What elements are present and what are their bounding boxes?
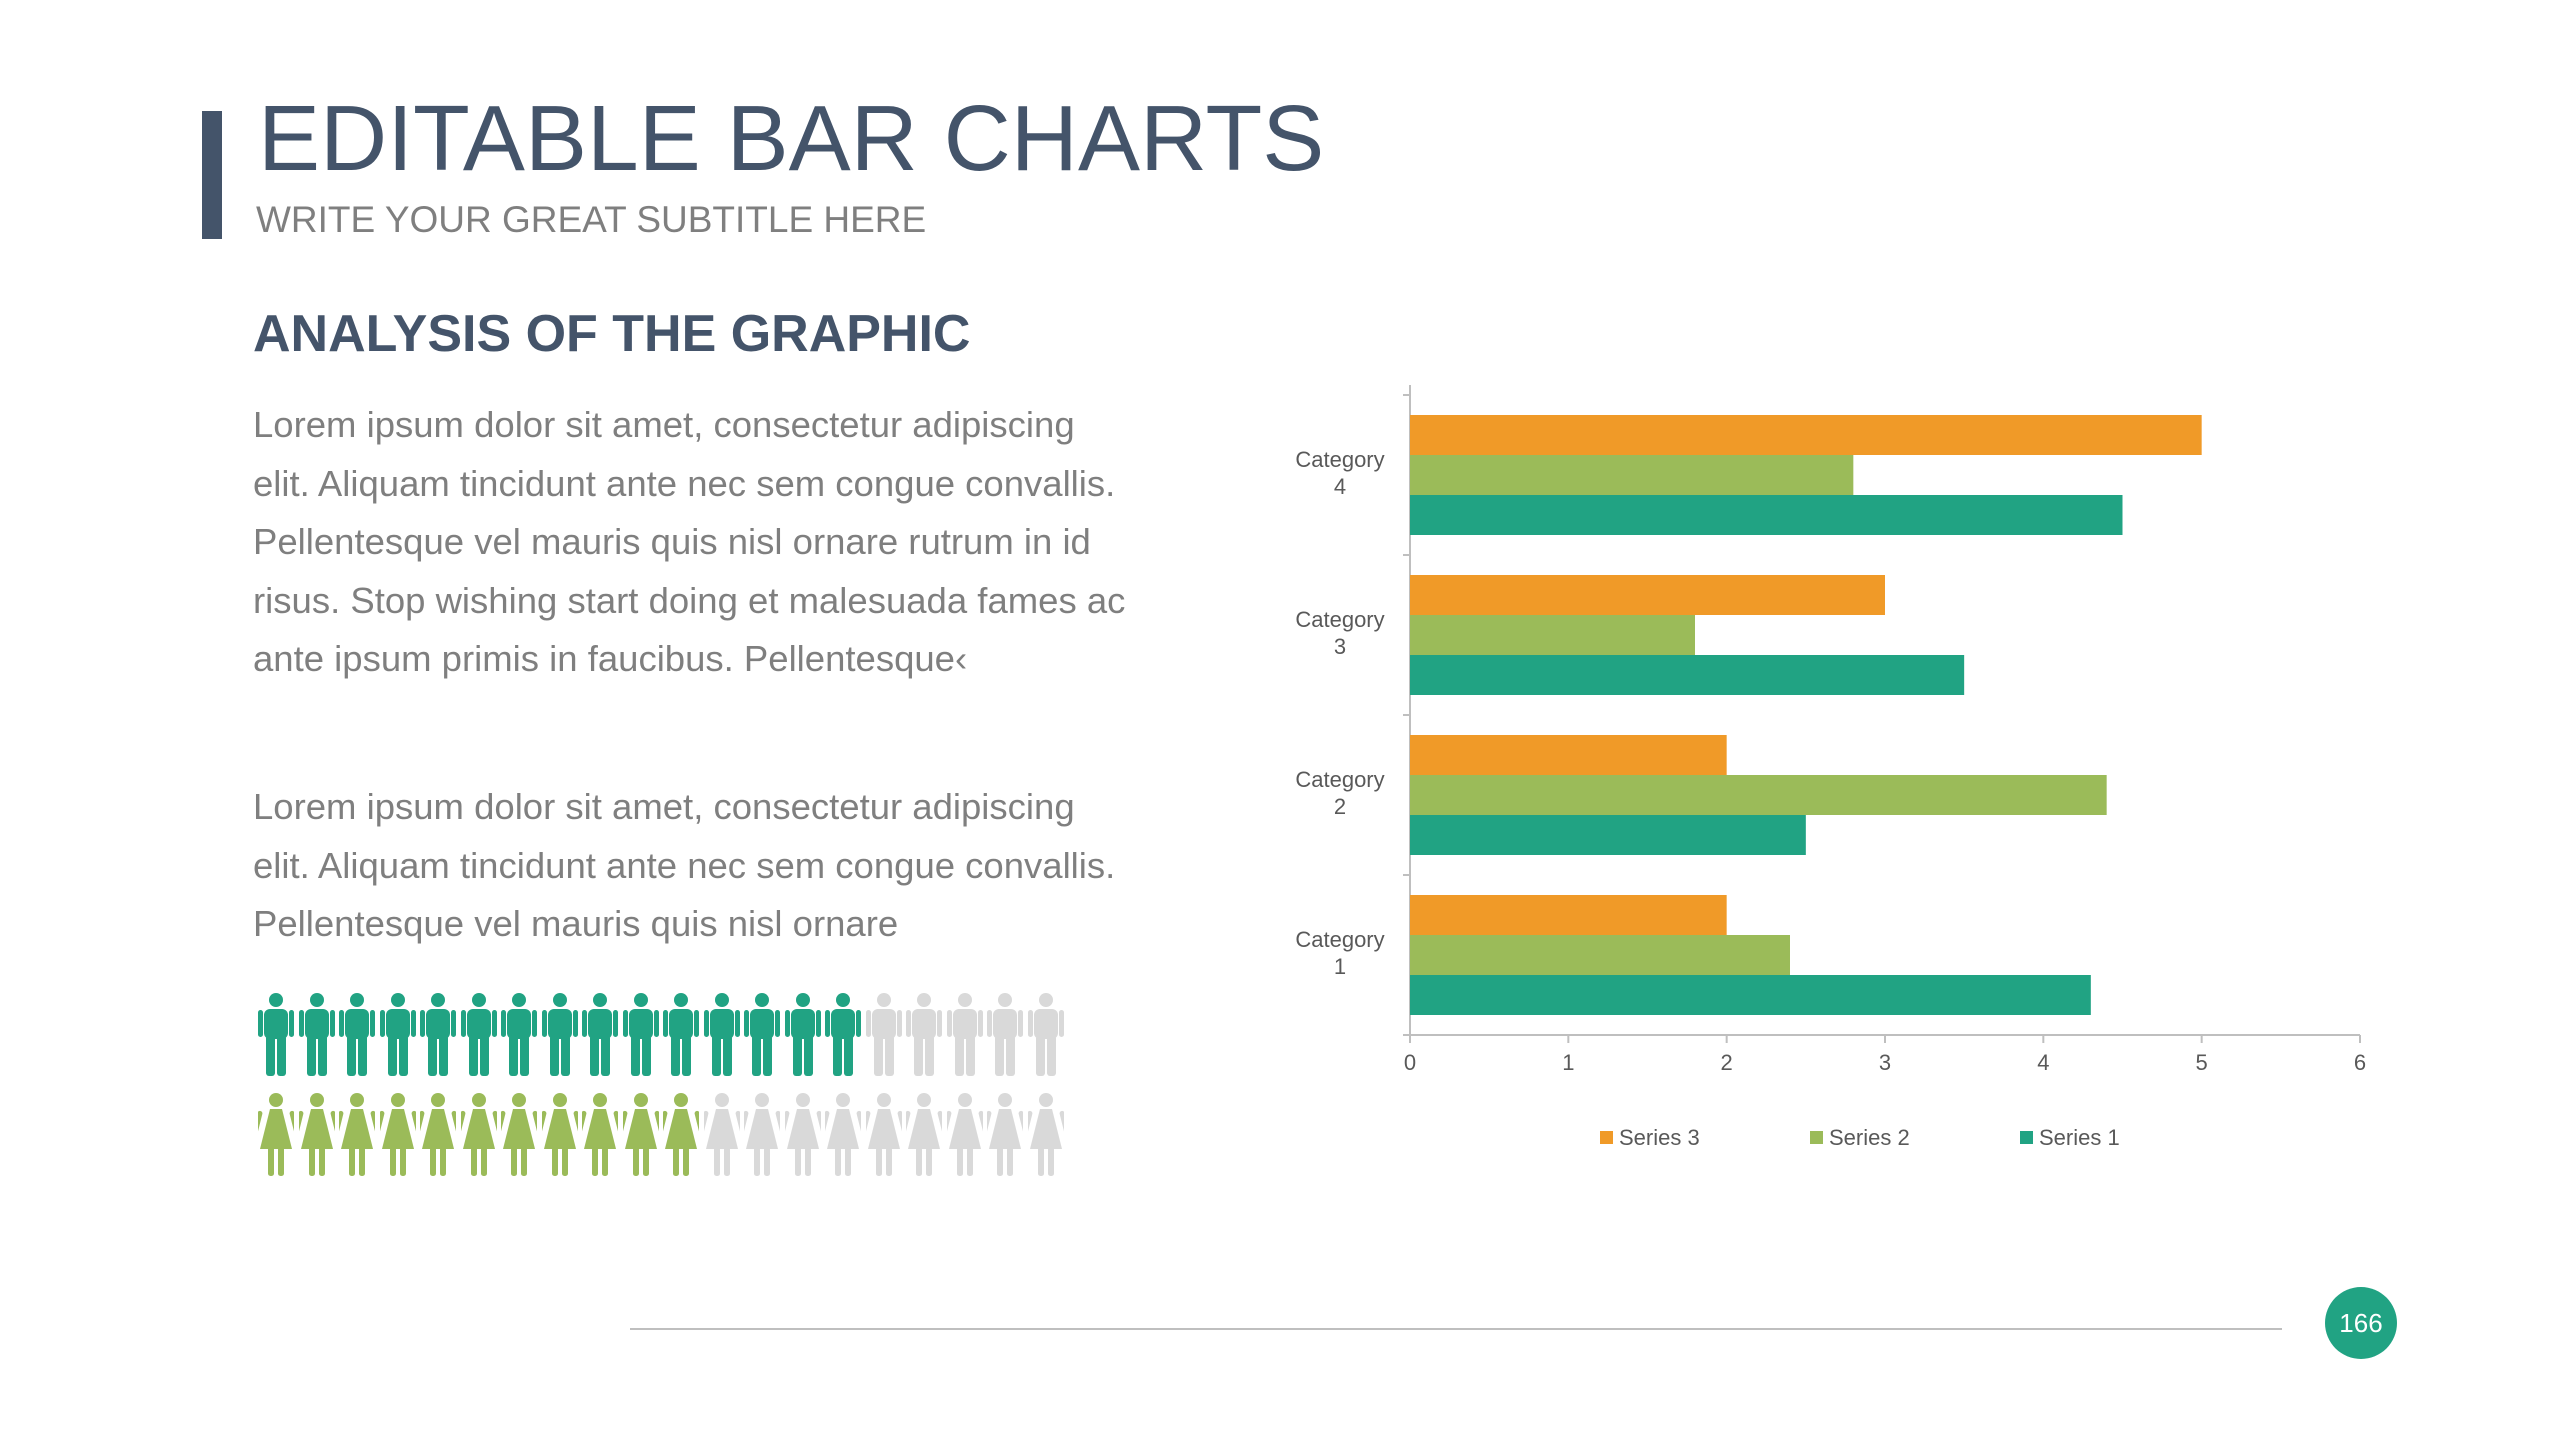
page-number-badge: 166 (2325, 1287, 2397, 1359)
woman-icon (946, 1093, 983, 1176)
man-icon (865, 993, 902, 1076)
woman-icon (825, 1093, 861, 1176)
man-icon (379, 993, 416, 1076)
legend-label: Series 2 (1829, 1125, 1910, 1150)
woman-icon (501, 1093, 537, 1176)
man-icon (906, 993, 942, 1076)
bar-series-2-category-2 (1410, 775, 2107, 815)
man-icon (460, 993, 497, 1076)
legend-label: Series 3 (1619, 1125, 1700, 1150)
bar-series-3-category-2 (1410, 735, 1727, 775)
legend-swatch (2020, 1131, 2033, 1144)
man-icon (946, 993, 983, 1076)
woman-icon (784, 1093, 821, 1176)
x-tick-label: 6 (2354, 1050, 2366, 1075)
page-title: EDITABLE BAR CHARTS (258, 86, 1325, 190)
woman-icon (339, 1093, 375, 1176)
category-label: Category 1 (1295, 927, 1384, 979)
man-icon (784, 993, 821, 1076)
body-paragraph-2: Lorem ipsum dolor sit amet, consectetur … (253, 786, 1116, 944)
bar-series-2-category-3 (1410, 615, 1695, 655)
category-label: Category 2 (1295, 767, 1384, 819)
section-heading: ANALYSIS OF THE GRAPHIC (253, 305, 971, 363)
bar-series-3-category-3 (1410, 575, 1885, 615)
legend-swatch (1810, 1131, 1823, 1144)
man-icon (541, 993, 578, 1076)
bar-series-2-category-4 (1410, 455, 1854, 495)
woman-icon (906, 1093, 942, 1176)
x-tick-label: 5 (2196, 1050, 2208, 1075)
woman-icon (582, 1093, 618, 1176)
woman-icon (663, 1093, 699, 1176)
bar-series-3-category-4 (1410, 415, 2202, 455)
man-icon (339, 993, 375, 1076)
category-label: Category 4 (1295, 447, 1384, 499)
man-icon (298, 993, 335, 1076)
bar-chart: 0 1 2 3 4 5 6 Category 1 Category 2 Category 3 Catego… (1260, 385, 2380, 1190)
bar-series-2-category-1 (1410, 935, 1790, 975)
woman-icon (298, 1093, 335, 1176)
x-tick-label: 0 (1404, 1050, 1416, 1075)
x-tick-label: 3 (1879, 1050, 1891, 1075)
title-accent-bar (202, 111, 222, 239)
x-tick-label: 1 (1562, 1050, 1574, 1075)
x-tick-label: 4 (2037, 1050, 2049, 1075)
legend-swatch (1600, 1131, 1613, 1144)
footer-divider (630, 1328, 2282, 1330)
bar-series-1-category-3 (1410, 655, 1965, 695)
body-paragraph-1: Lorem ipsum dolor sit amet, consectetur … (253, 404, 1126, 679)
man-icon (1027, 993, 1064, 1076)
bar-series-1-category-2 (1410, 815, 1806, 855)
woman-icon (865, 1093, 902, 1176)
man-icon (258, 993, 294, 1076)
page-subtitle: WRITE YOUR GREAT SUBTITLE HERE (256, 199, 927, 240)
woman-icon (987, 1093, 1023, 1176)
bar-series-1-category-1 (1410, 975, 2091, 1015)
man-icon (825, 993, 861, 1076)
woman-icon (1027, 1093, 1064, 1176)
man-icon (987, 993, 1023, 1076)
category-label: Category 3 (1295, 607, 1384, 659)
bar-chart-svg: 0 1 2 3 4 5 6 Category 1 Category 2 Category 3 Catego… (1295, 385, 2366, 1150)
man-icon (501, 993, 537, 1076)
woman-icon (541, 1093, 578, 1176)
man-icon (703, 993, 740, 1076)
man-icon (582, 993, 618, 1076)
woman-icon (744, 1093, 780, 1176)
woman-icon (622, 1093, 659, 1176)
legend-label: Series 1 (2039, 1125, 2120, 1150)
man-icon (420, 993, 456, 1076)
woman-icon (379, 1093, 416, 1176)
bar-series-3-category-1 (1410, 895, 1727, 935)
woman-icon (703, 1093, 740, 1176)
man-icon (744, 993, 780, 1076)
man-icon (663, 993, 699, 1076)
woman-icon (420, 1093, 456, 1176)
man-icon (622, 993, 659, 1076)
x-tick-label: 2 (1721, 1050, 1733, 1075)
woman-icon (460, 1093, 497, 1176)
bar-series-1-category-4 (1410, 495, 2123, 535)
woman-icon (258, 1093, 294, 1176)
